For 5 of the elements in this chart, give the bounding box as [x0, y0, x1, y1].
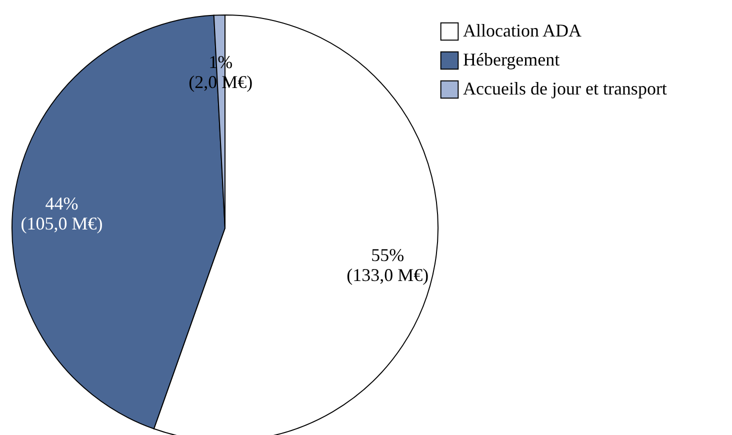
data-label: 44% (105,0 M€): [20, 193, 103, 234]
data-label: 55% (133,0 M€): [346, 244, 429, 285]
legend-label: Hébergement: [463, 50, 560, 70]
legend-label: Accueils de jour et transport: [463, 78, 667, 98]
legend-label: Allocation ADA: [463, 20, 582, 40]
